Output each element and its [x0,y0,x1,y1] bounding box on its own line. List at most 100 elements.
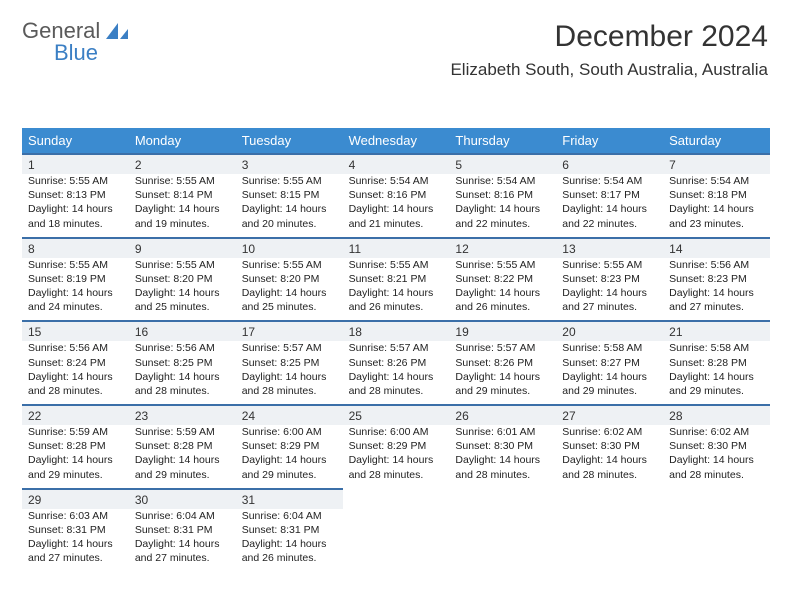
calendar-cell: 10Sunrise: 5:55 AMSunset: 8:20 PMDayligh… [236,237,343,321]
day-number: 17 [236,322,343,341]
calendar-cell: 24Sunrise: 6:00 AMSunset: 8:29 PMDayligh… [236,404,343,488]
day-info: Sunrise: 5:59 AMSunset: 8:28 PMDaylight:… [129,425,236,488]
day-info: Sunrise: 6:01 AMSunset: 8:30 PMDaylight:… [449,425,556,488]
day-info: Sunrise: 5:55 AMSunset: 8:22 PMDaylight:… [449,258,556,321]
day-number: 24 [236,406,343,425]
calendar-cell: 8Sunrise: 5:55 AMSunset: 8:19 PMDaylight… [22,237,129,321]
day-number: 18 [343,322,450,341]
calendar-header-cell: Tuesday [236,128,343,153]
day-info: Sunrise: 5:55 AMSunset: 8:14 PMDaylight:… [129,174,236,237]
day-info: Sunrise: 5:55 AMSunset: 8:21 PMDaylight:… [343,258,450,321]
calendar-cell: 22Sunrise: 5:59 AMSunset: 8:28 PMDayligh… [22,404,129,488]
day-number: 29 [22,490,129,509]
day-info: Sunrise: 6:00 AMSunset: 8:29 PMDaylight:… [236,425,343,488]
calendar-header-cell: Friday [556,128,663,153]
calendar-cell: 11Sunrise: 5:55 AMSunset: 8:21 PMDayligh… [343,237,450,321]
header-right: December 2024 Elizabeth South, South Aus… [450,20,768,80]
day-info: Sunrise: 5:59 AMSunset: 8:28 PMDaylight:… [22,425,129,488]
calendar-cell: 29Sunrise: 6:03 AMSunset: 8:31 PMDayligh… [22,488,129,572]
calendar-header-cell: Monday [129,128,236,153]
day-number: 1 [22,155,129,174]
calendar-cell: 19Sunrise: 5:57 AMSunset: 8:26 PMDayligh… [449,320,556,404]
day-number: 9 [129,239,236,258]
day-info: Sunrise: 5:54 AMSunset: 8:18 PMDaylight:… [663,174,770,237]
day-info: Sunrise: 5:57 AMSunset: 8:26 PMDaylight:… [449,341,556,404]
calendar-cell: 7Sunrise: 5:54 AMSunset: 8:18 PMDaylight… [663,153,770,237]
day-info: Sunrise: 6:04 AMSunset: 8:31 PMDaylight:… [236,509,343,572]
day-info: Sunrise: 5:55 AMSunset: 8:23 PMDaylight:… [556,258,663,321]
day-number: 30 [129,490,236,509]
day-number: 5 [449,155,556,174]
calendar-header-cell: Thursday [449,128,556,153]
day-number: 15 [22,322,129,341]
calendar-header-cell: Saturday [663,128,770,153]
day-number: 14 [663,239,770,258]
logo-sail-icon [104,21,130,41]
calendar-cell: 2Sunrise: 5:55 AMSunset: 8:14 PMDaylight… [129,153,236,237]
calendar-header-cell: Sunday [22,128,129,153]
day-info: Sunrise: 6:00 AMSunset: 8:29 PMDaylight:… [343,425,450,488]
calendar-cell: 25Sunrise: 6:00 AMSunset: 8:29 PMDayligh… [343,404,450,488]
calendar-cell: 30Sunrise: 6:04 AMSunset: 8:31 PMDayligh… [129,488,236,572]
day-number: 4 [343,155,450,174]
calendar-cell-empty [556,488,663,572]
day-info: Sunrise: 5:54 AMSunset: 8:16 PMDaylight:… [343,174,450,237]
page-title: December 2024 [450,20,768,54]
calendar-cell: 15Sunrise: 5:56 AMSunset: 8:24 PMDayligh… [22,320,129,404]
calendar-cell: 1Sunrise: 5:55 AMSunset: 8:13 PMDaylight… [22,153,129,237]
calendar-cell: 13Sunrise: 5:55 AMSunset: 8:23 PMDayligh… [556,237,663,321]
day-number: 23 [129,406,236,425]
calendar-cell: 17Sunrise: 5:57 AMSunset: 8:25 PMDayligh… [236,320,343,404]
calendar-cell: 3Sunrise: 5:55 AMSunset: 8:15 PMDaylight… [236,153,343,237]
day-info: Sunrise: 5:55 AMSunset: 8:13 PMDaylight:… [22,174,129,237]
day-number: 6 [556,155,663,174]
day-number: 19 [449,322,556,341]
day-info: Sunrise: 5:54 AMSunset: 8:16 PMDaylight:… [449,174,556,237]
day-number: 21 [663,322,770,341]
calendar-cell-empty [663,488,770,572]
day-info: Sunrise: 5:57 AMSunset: 8:26 PMDaylight:… [343,341,450,404]
day-number: 7 [663,155,770,174]
day-number: 10 [236,239,343,258]
calendar-cell-empty [343,488,450,572]
calendar-cell: 16Sunrise: 5:56 AMSunset: 8:25 PMDayligh… [129,320,236,404]
calendar-header-row: SundayMondayTuesdayWednesdayThursdayFrid… [22,128,770,153]
logo-text-blue: Blue [54,40,98,65]
calendar-cell: 20Sunrise: 5:58 AMSunset: 8:27 PMDayligh… [556,320,663,404]
calendar-cell: 21Sunrise: 5:58 AMSunset: 8:28 PMDayligh… [663,320,770,404]
day-number: 22 [22,406,129,425]
calendar-header-cell: Wednesday [343,128,450,153]
day-number: 25 [343,406,450,425]
calendar-cell: 18Sunrise: 5:57 AMSunset: 8:26 PMDayligh… [343,320,450,404]
calendar-cell: 23Sunrise: 5:59 AMSunset: 8:28 PMDayligh… [129,404,236,488]
location-text: Elizabeth South, South Australia, Austra… [450,60,768,80]
day-info: Sunrise: 5:55 AMSunset: 8:20 PMDaylight:… [129,258,236,321]
day-info: Sunrise: 6:03 AMSunset: 8:31 PMDaylight:… [22,509,129,572]
day-number: 12 [449,239,556,258]
day-info: Sunrise: 5:55 AMSunset: 8:15 PMDaylight:… [236,174,343,237]
day-number: 20 [556,322,663,341]
day-number: 8 [22,239,129,258]
day-info: Sunrise: 6:02 AMSunset: 8:30 PMDaylight:… [556,425,663,488]
calendar-cell: 12Sunrise: 5:55 AMSunset: 8:22 PMDayligh… [449,237,556,321]
day-info: Sunrise: 5:56 AMSunset: 8:25 PMDaylight:… [129,341,236,404]
calendar-cell: 26Sunrise: 6:01 AMSunset: 8:30 PMDayligh… [449,404,556,488]
calendar-cell: 4Sunrise: 5:54 AMSunset: 8:16 PMDaylight… [343,153,450,237]
calendar-body: 1Sunrise: 5:55 AMSunset: 8:13 PMDaylight… [22,153,770,571]
day-info: Sunrise: 6:02 AMSunset: 8:30 PMDaylight:… [663,425,770,488]
calendar-cell: 14Sunrise: 5:56 AMSunset: 8:23 PMDayligh… [663,237,770,321]
calendar-cell-empty [449,488,556,572]
calendar-cell: 27Sunrise: 6:02 AMSunset: 8:30 PMDayligh… [556,404,663,488]
day-number: 3 [236,155,343,174]
calendar-cell: 28Sunrise: 6:02 AMSunset: 8:30 PMDayligh… [663,404,770,488]
day-number: 26 [449,406,556,425]
calendar-cell: 31Sunrise: 6:04 AMSunset: 8:31 PMDayligh… [236,488,343,572]
calendar-cell: 5Sunrise: 5:54 AMSunset: 8:16 PMDaylight… [449,153,556,237]
calendar-cell: 6Sunrise: 5:54 AMSunset: 8:17 PMDaylight… [556,153,663,237]
calendar-cell: 9Sunrise: 5:55 AMSunset: 8:20 PMDaylight… [129,237,236,321]
day-number: 11 [343,239,450,258]
day-info: Sunrise: 5:56 AMSunset: 8:23 PMDaylight:… [663,258,770,321]
day-number: 16 [129,322,236,341]
day-number: 27 [556,406,663,425]
day-info: Sunrise: 5:58 AMSunset: 8:28 PMDaylight:… [663,341,770,404]
